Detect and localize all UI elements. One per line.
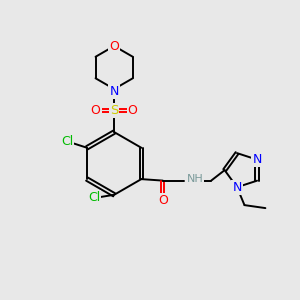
Text: O: O bbox=[91, 104, 100, 117]
Text: N: N bbox=[110, 85, 119, 98]
Text: N: N bbox=[110, 85, 119, 98]
Text: O: O bbox=[128, 104, 138, 117]
Text: S: S bbox=[110, 104, 118, 117]
Text: NH: NH bbox=[187, 174, 203, 184]
Text: N: N bbox=[252, 153, 262, 166]
Text: O: O bbox=[109, 40, 119, 52]
Text: O: O bbox=[158, 194, 168, 206]
Text: Cl: Cl bbox=[61, 135, 73, 148]
Text: Cl: Cl bbox=[88, 191, 100, 204]
Text: N: N bbox=[232, 181, 242, 194]
